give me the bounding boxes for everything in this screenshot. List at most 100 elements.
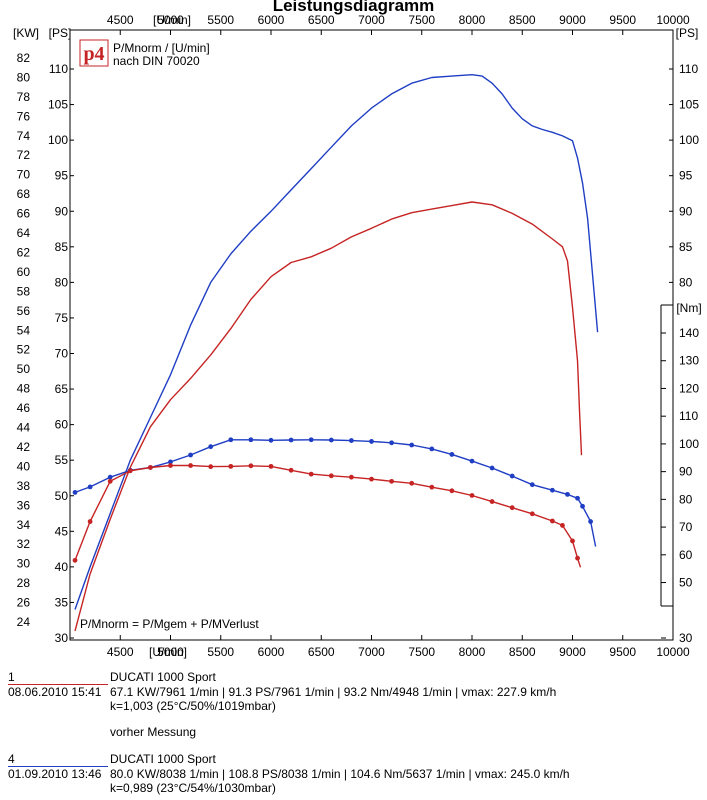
series-3-point-12 bbox=[308, 471, 314, 477]
series-3-point-10 bbox=[268, 463, 274, 469]
series-2-point-5 bbox=[168, 459, 173, 465]
run-1-date: 08.06.2010 15:41 bbox=[8, 685, 102, 699]
kw-tick-label-66: 66 bbox=[17, 207, 31, 221]
chart-title: Leistungsdiagramm bbox=[272, 0, 435, 15]
series-2-point-16 bbox=[389, 440, 394, 446]
series-3-point-18 bbox=[429, 484, 435, 490]
ps-left-tick-label-60: 60 bbox=[55, 418, 69, 432]
power-chart: 4500 4500 5000 5000 5500 5500 6000 6000 6500 6500… bbox=[13, 13, 702, 659]
run-legend: 1 DUCATI 1000 Sport 08.06.2010 15:41 67.… bbox=[0, 670, 707, 800]
series-2-point-14 bbox=[349, 438, 354, 443]
series-2-point-17 bbox=[409, 442, 415, 448]
legend-text-1: P/Mnorm / [U/min] bbox=[113, 41, 210, 55]
x-tick-label-bottom-6000: 6000 bbox=[258, 645, 285, 659]
ps-right-tick-label-105: 105 bbox=[679, 98, 699, 112]
x-tick-label-top-4500: 4500 bbox=[107, 13, 134, 27]
kw-tick-label-52: 52 bbox=[17, 343, 31, 357]
x-tick-label-top-5000: 5000 bbox=[157, 13, 184, 27]
run-4-correction: k=0,989 (23°C/54%/1030mbar) bbox=[110, 781, 276, 795]
ps-left-tick-label-85: 85 bbox=[55, 240, 69, 254]
series-line-0 bbox=[74, 73, 599, 610]
ps-left-tick-label-45: 45 bbox=[55, 524, 69, 538]
series-3-point-27 bbox=[575, 555, 580, 561]
series-3-point-22 bbox=[509, 505, 515, 511]
run-1-name: DUCATI 1000 Sport bbox=[110, 670, 216, 684]
series-3-point-4 bbox=[148, 465, 153, 470]
kw-tick-label-78: 78 bbox=[17, 90, 31, 104]
kw-tick-label-28: 28 bbox=[17, 576, 31, 590]
series-2-point-24 bbox=[550, 487, 555, 493]
kw-tick-label-36: 36 bbox=[17, 498, 31, 512]
run-1-note: vorher Messung bbox=[110, 725, 197, 739]
nm-tick-label-60: 60 bbox=[679, 548, 693, 562]
series-2-point-27 bbox=[580, 503, 585, 509]
series-3-point-5 bbox=[168, 463, 173, 468]
kw-tick-label-34: 34 bbox=[17, 518, 31, 532]
ps-right-tick-label-110: 110 bbox=[679, 62, 698, 76]
series-3-point-1 bbox=[87, 519, 93, 524]
kw-tick-label-80: 80 bbox=[17, 70, 31, 84]
x-tick-label-top-7000: 7000 bbox=[358, 13, 385, 27]
x-tick-label-top-8500: 8500 bbox=[509, 13, 536, 27]
run-4-id: 4 bbox=[8, 752, 15, 766]
x-tick-label-bottom-6500: 6500 bbox=[308, 645, 335, 659]
x-tick-label-top-7500: 7500 bbox=[408, 13, 435, 27]
kw-tick-label-74: 74 bbox=[17, 129, 31, 143]
kw-tick-label-58: 58 bbox=[17, 284, 31, 298]
series-3-point-24 bbox=[550, 518, 555, 524]
ps-left-tick-label-80: 80 bbox=[55, 275, 69, 289]
ps-right-tick-label-100: 100 bbox=[679, 133, 699, 147]
series-2-point-9 bbox=[248, 437, 254, 443]
run-4-values: 80.0 KW/8038 1/min | 108.8 PS/8038 1/min… bbox=[110, 767, 570, 781]
ps-right-axis-label: [PS] bbox=[676, 26, 699, 40]
kw-tick-label-60: 60 bbox=[17, 265, 31, 279]
x-tick-label-top-10000: 10000 bbox=[656, 13, 690, 27]
kw-tick-label-56: 56 bbox=[17, 304, 31, 318]
x-tick-label-bottom-8500: 8500 bbox=[509, 645, 536, 659]
series-2-point-0 bbox=[72, 490, 78, 495]
ps-left-tick-label-55: 55 bbox=[55, 453, 69, 467]
kw-tick-label-68: 68 bbox=[17, 187, 31, 201]
x-tick-label-bottom-4500: 4500 bbox=[107, 645, 134, 659]
series-2-point-19 bbox=[449, 452, 455, 457]
nm-tick-label-30: 30 bbox=[679, 631, 693, 645]
kw-tick-label-30: 30 bbox=[17, 557, 31, 571]
series-3-point-20 bbox=[469, 493, 475, 498]
p4-logo: p4 bbox=[83, 43, 104, 65]
series-line-2 bbox=[74, 439, 597, 547]
x-tick-label-top-6500: 6500 bbox=[308, 13, 335, 27]
kw-tick-label-38: 38 bbox=[17, 479, 31, 493]
series-2-point-28 bbox=[588, 519, 593, 524]
x-tick-label-top-9500: 9500 bbox=[609, 13, 636, 27]
ps-left-tick-label-75: 75 bbox=[55, 311, 69, 325]
series-3-point-14 bbox=[349, 474, 354, 480]
kw-tick-label-64: 64 bbox=[17, 226, 31, 240]
ps-left-axis-label: [PS] bbox=[49, 26, 72, 40]
series-3-point-26 bbox=[570, 538, 575, 544]
nm-axis-label: [Nm] bbox=[676, 301, 701, 315]
plot-frame bbox=[69, 29, 674, 641]
run-1-correction: k=1,003 (25°C/50%/1019mbar) bbox=[110, 699, 276, 713]
series-2-point-11 bbox=[288, 437, 294, 443]
series-3-point-7 bbox=[208, 464, 214, 470]
kw-tick-label-76: 76 bbox=[17, 109, 31, 123]
series-2-point-1 bbox=[87, 484, 93, 490]
run-4-name: DUCATI 1000 Sport bbox=[110, 752, 216, 766]
series-3-point-15 bbox=[369, 476, 374, 482]
ps-right-tick-label-80: 80 bbox=[679, 275, 693, 289]
kw-tick-label-48: 48 bbox=[17, 382, 31, 396]
series-3-point-0 bbox=[72, 557, 78, 563]
x-tick-label-bottom-7000: 7000 bbox=[358, 645, 385, 659]
p4-logo-box bbox=[79, 39, 109, 67]
series-2-point-20 bbox=[469, 458, 475, 464]
kw-tick-label-40: 40 bbox=[17, 459, 31, 473]
legend-text-2: nach DIN 70020 bbox=[113, 54, 200, 68]
series-2-point-23 bbox=[529, 482, 535, 488]
series-3-point-19 bbox=[449, 488, 455, 494]
x-tick-label-top-5500: 5500 bbox=[207, 13, 234, 27]
nm-tick-label-80: 80 bbox=[679, 492, 693, 506]
series-3-point-17 bbox=[409, 480, 415, 486]
nm-tick-label-50: 50 bbox=[679, 576, 693, 590]
ps-left-tick-label-40: 40 bbox=[55, 560, 69, 574]
series-2-point-13 bbox=[328, 437, 334, 443]
